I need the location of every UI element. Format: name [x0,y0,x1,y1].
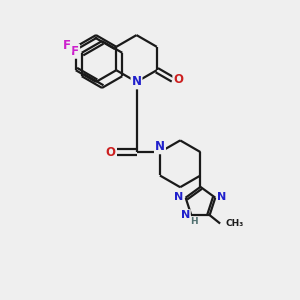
Text: N: N [155,140,165,153]
Text: CH₃: CH₃ [226,219,244,228]
Text: N: N [174,192,184,202]
Text: F: F [63,39,71,52]
Text: N: N [155,140,165,153]
Text: N: N [181,210,190,220]
Text: N: N [217,192,226,202]
Text: F: F [71,45,79,58]
Text: H: H [190,217,198,226]
Text: O: O [173,73,183,86]
Text: N: N [131,75,142,88]
Text: O: O [105,146,116,159]
